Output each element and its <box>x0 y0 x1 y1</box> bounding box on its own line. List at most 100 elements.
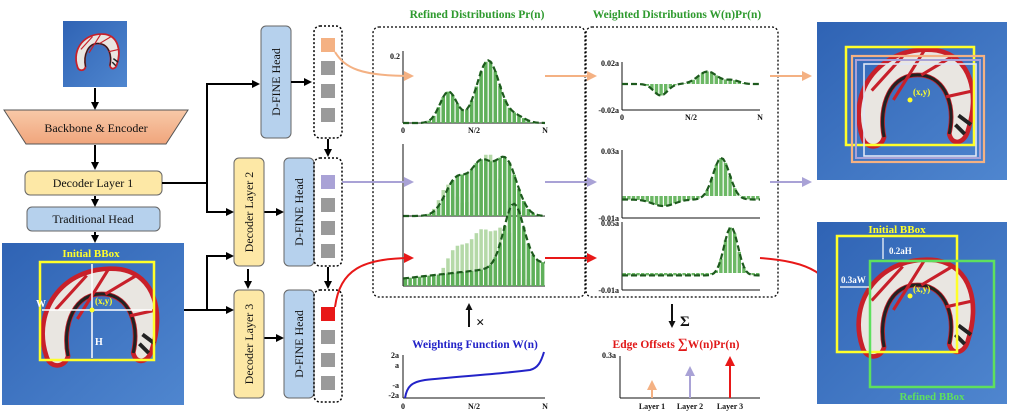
weighted-y-bottom-2: -0.01a <box>598 214 619 223</box>
weighting-curve <box>404 351 545 399</box>
weighted-bar <box>756 196 760 200</box>
weighted-bar <box>714 75 718 84</box>
weighted-bar <box>673 273 677 276</box>
weighted-bar <box>650 196 654 204</box>
initial-bbox-photo: Initial BBox W H (x,y) <box>2 243 184 405</box>
weighted-bar <box>654 196 659 205</box>
weighted-bar <box>645 196 649 202</box>
weighted-bar <box>737 251 741 273</box>
prev-bar <box>455 245 460 286</box>
refined-bar <box>469 100 474 123</box>
refined-plots: 0.2 0 N/2 N <box>390 51 548 287</box>
result-initial-label: Initial BBox <box>868 224 926 236</box>
center-label: (x,y) <box>95 296 112 306</box>
prev-bar <box>469 239 474 286</box>
refined-bar <box>512 203 516 286</box>
weighted-bar <box>696 273 700 276</box>
w-x-n: N <box>542 402 548 411</box>
edge-offsets-plot: Edge Offsets ∑W(n)Pr(n) 0.3a Layer 1 Lay… <box>602 337 760 411</box>
prev-bar <box>446 258 450 286</box>
dfine-head-1: D-FINE Head <box>260 25 292 139</box>
w-tick-2a: 2a <box>391 351 399 360</box>
decoder-layer-2: Decoder Layer 2 <box>233 157 265 267</box>
refined-bar <box>479 71 483 123</box>
weighted-y-top-3: 0.05a <box>601 219 619 228</box>
refined-bar <box>436 274 441 286</box>
times-operator: × <box>465 303 485 331</box>
refined-bar <box>536 260 540 286</box>
refined-bar <box>465 173 469 216</box>
weighted-bar <box>687 273 691 276</box>
refined-bar <box>441 274 445 286</box>
weighted-bar <box>705 273 709 276</box>
refined-bar <box>479 159 483 216</box>
decoder-layer-1: Decoder Layer 1 <box>24 170 163 196</box>
weighted-bar <box>719 158 723 196</box>
prev-bar <box>460 244 464 286</box>
weighted-bar <box>691 79 695 84</box>
weighted-bar <box>710 72 714 84</box>
weighted-bar <box>756 273 760 276</box>
weighted-bar <box>742 196 746 199</box>
refined-bar <box>408 277 412 286</box>
refined-bar <box>521 200 526 216</box>
refined-curve-3 <box>402 202 546 280</box>
weighted-bar <box>650 273 654 276</box>
initial-bbox-label: Initial BBox <box>62 248 120 260</box>
refined-title: Refined Distributions Pr(n) <box>410 9 545 21</box>
refined-bar <box>417 276 422 286</box>
refined-bar <box>465 271 469 286</box>
refined-bar <box>474 270 479 286</box>
refined-bar <box>526 243 531 286</box>
refined-bar <box>436 107 441 123</box>
weighted-bar <box>631 273 636 276</box>
refined-bar <box>484 268 488 286</box>
refined-bar <box>460 109 464 123</box>
refined-bar <box>507 162 512 216</box>
refined-bar <box>450 180 455 216</box>
weighted-bar <box>627 273 631 276</box>
weighted-bar <box>622 196 626 200</box>
weighted-bar <box>728 79 732 84</box>
traditional-head-label: Traditional Head <box>52 212 133 226</box>
weighted-bar <box>682 83 686 84</box>
weighted-bar <box>705 190 709 196</box>
refined-bar <box>507 209 512 286</box>
refined-bar <box>446 188 450 216</box>
offset-tokens-2 <box>313 157 343 267</box>
weighted-bar <box>677 196 682 202</box>
progressive-refinement-photo: (x,y) <box>817 22 1007 180</box>
weighted-bar <box>714 165 718 196</box>
weighted-bar <box>645 273 649 276</box>
weighted-bar <box>751 273 755 276</box>
prev-bar <box>450 250 455 286</box>
weighted-bar <box>641 273 645 276</box>
weighted-bar <box>691 196 695 200</box>
refined-bar <box>446 273 450 286</box>
offset-layer2-label: Layer 2 <box>677 402 703 411</box>
weighted-bar <box>668 84 672 89</box>
weighted-bar <box>677 273 682 276</box>
refined-bar <box>488 264 493 286</box>
weighted-bar <box>627 196 631 200</box>
w-offset-label: 0.3aW <box>841 275 866 285</box>
refined-bar <box>460 174 464 216</box>
weighted-bar <box>696 76 700 84</box>
refined-x-tick-2: N <box>542 126 548 135</box>
weighted-y-top-1: 0.02a <box>601 59 619 68</box>
refined-bar <box>512 174 516 216</box>
dfine-head-1-label: D-FINE Head <box>269 48 283 116</box>
weighted-bar <box>705 71 709 84</box>
weighted-bar <box>700 273 705 276</box>
weighted-bar <box>723 240 728 273</box>
result-center-label-2: (x,y) <box>913 284 930 294</box>
prev-bar <box>474 233 479 286</box>
refined-bar <box>517 188 521 216</box>
w-x-half: N/2 <box>468 402 480 411</box>
weighted-bar <box>654 273 659 276</box>
weighted-curve-3 <box>622 226 760 277</box>
refined-bar <box>507 107 512 123</box>
refined-bar <box>432 115 436 123</box>
final-initial-bbox <box>835 234 959 354</box>
